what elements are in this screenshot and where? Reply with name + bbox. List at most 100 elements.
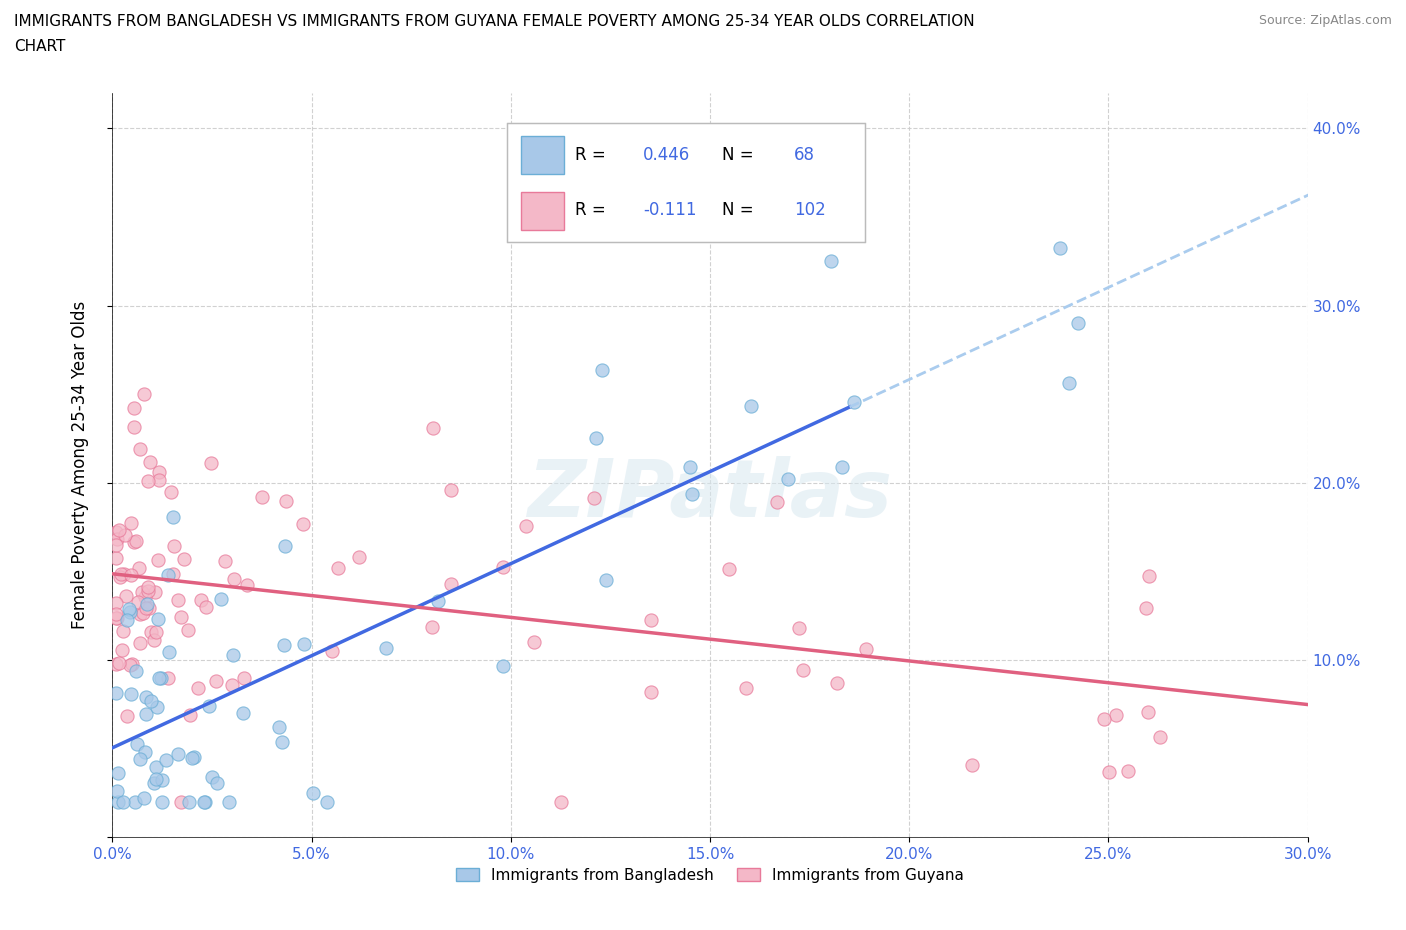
Point [177,622,200,637]
Point [1059,375,1081,390]
Point [134,589,156,604]
Point [316,794,339,809]
Point [440,483,463,498]
Point [321,644,343,658]
Point [131,585,153,600]
Point [681,486,703,501]
Point [105,685,128,700]
Point [582,491,605,506]
Point [236,578,259,592]
Point [420,620,443,635]
Point [122,420,145,435]
Point [195,600,218,615]
Point [107,532,129,547]
Point [132,790,155,805]
Point [128,442,150,457]
Point [273,638,295,653]
Point [120,567,142,582]
Point [1116,764,1139,778]
Point [179,794,201,809]
Point [1066,315,1088,330]
Point [207,776,229,790]
Point [787,621,810,636]
Point [159,485,181,499]
Point [125,737,148,751]
Point [200,456,222,471]
Point [136,583,159,598]
Point [134,745,156,760]
Point [162,510,184,525]
Point [776,472,799,486]
Point [156,671,179,685]
Point [427,594,450,609]
Point [375,641,398,656]
Point [218,794,240,809]
Point [118,604,141,619]
Point [492,659,515,674]
Point [201,770,224,785]
Point [159,644,181,659]
Point [1135,601,1157,616]
Point [105,551,128,565]
Point [328,561,350,576]
Point [167,747,190,762]
Point [292,516,315,531]
Point [1092,711,1115,726]
Point [135,690,157,705]
Point [167,592,190,607]
Point [766,494,789,509]
Text: IMMIGRANTS FROM BANGLADESH VS IMMIGRANTS FROM GUYANA FEMALE POVERTY AMONG 25-34 : IMMIGRANTS FROM BANGLADESH VS IMMIGRANTS… [14,14,974,29]
Point [121,657,143,671]
Point [110,643,132,658]
Point [440,577,463,591]
Point [222,571,245,586]
Point [640,613,662,628]
Point [422,420,444,435]
Point [585,431,607,445]
Point [640,684,662,699]
Point [173,551,195,566]
Point [127,594,149,609]
Point [129,606,152,621]
Point [124,794,146,809]
Point [156,567,179,582]
Point [132,605,155,620]
Point [194,794,217,809]
Point [111,794,134,809]
Point [831,459,853,474]
Point [115,613,138,628]
Point [827,675,849,690]
Point [222,647,245,662]
Point [170,794,193,809]
Point [591,363,613,378]
Point [595,573,617,588]
Point [550,794,572,809]
Point [138,579,160,594]
Point [114,589,136,604]
Point [138,600,160,615]
Point [114,527,136,542]
Point [139,624,162,639]
Point [1049,240,1071,255]
Point [232,705,254,720]
Point [124,663,146,678]
Point [170,609,193,624]
Point [179,708,201,723]
Point [118,602,141,617]
Point [148,671,170,686]
Point [139,694,162,709]
Point [302,785,325,800]
Point [135,707,157,722]
Point [190,592,212,607]
Point [112,567,135,582]
Point [115,709,138,724]
Point [183,750,205,764]
Point [135,600,157,615]
Point [1137,705,1160,720]
Point [145,759,167,774]
Point [1149,729,1171,744]
Point [214,553,236,568]
Point [143,584,166,599]
Point [233,671,256,685]
Point [855,641,877,656]
